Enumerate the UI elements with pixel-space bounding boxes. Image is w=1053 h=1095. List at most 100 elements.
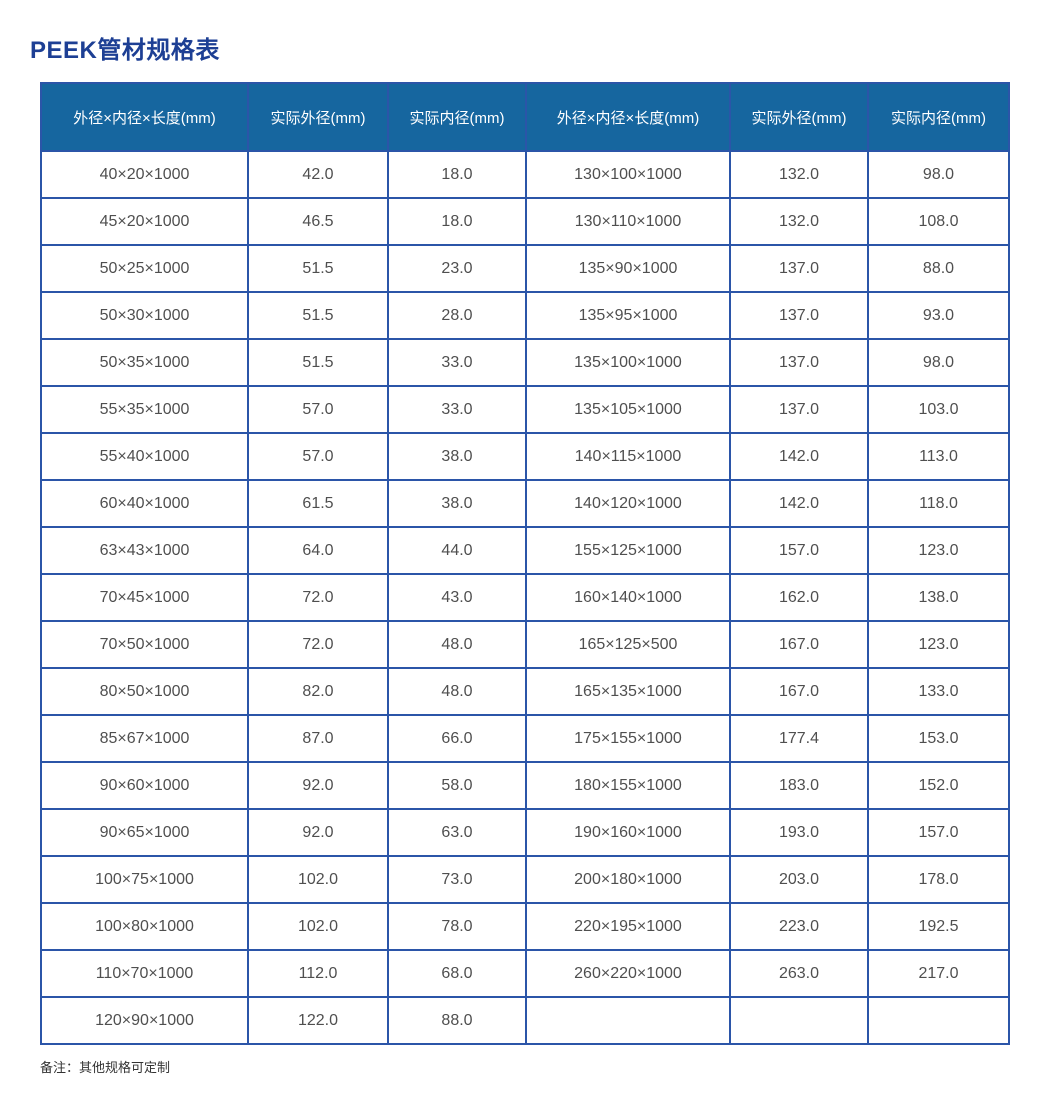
table-cell: 33.0 [387, 338, 527, 387]
table-cell: 190×160×1000 [525, 808, 731, 857]
table-cell: 18.0 [387, 150, 527, 199]
table-row: 50×25×1000 51.5 23.0 135×90×1000 137.0 88.0 [40, 244, 1010, 293]
table-cell: 132.0 [729, 150, 869, 199]
table-cell: 85×67×1000 [40, 714, 249, 763]
table-cell: 90×65×1000 [40, 808, 249, 857]
table-cell: 72.0 [247, 620, 389, 669]
table-cell: 140×115×1000 [525, 432, 731, 481]
table-cell: 88.0 [867, 244, 1010, 293]
table-cell: 110×70×1000 [40, 949, 249, 998]
table-cell: 135×105×1000 [525, 385, 731, 434]
peek-spec-table: 外径×内径×长度(mm) 实际外径(mm) 实际内径(mm) 外径×内径×长度(mm)… [40, 82, 1010, 1045]
table-cell: 165×135×1000 [525, 667, 731, 716]
table-cell: 51.5 [247, 338, 389, 387]
table-cell: 57.0 [247, 432, 389, 481]
table-cell: 157.0 [729, 526, 869, 575]
table-cell: 88.0 [387, 996, 527, 1045]
table-row: 50×35×1000 51.5 33.0 135×100×1000 137.0 98.0 [40, 338, 1010, 387]
table-cell: 203.0 [729, 855, 869, 904]
table-cell: 66.0 [387, 714, 527, 763]
table-row: 55×35×1000 57.0 33.0 135×105×1000 137.0 103.0 [40, 385, 1010, 434]
table-cell: 153.0 [867, 714, 1010, 763]
table-cell: 40×20×1000 [40, 150, 249, 199]
table-cell: 61.5 [247, 479, 389, 528]
table-cell: 93.0 [867, 291, 1010, 340]
table-cell: 44.0 [387, 526, 527, 575]
table-cell [729, 996, 869, 1045]
table-cell: 45×20×1000 [40, 197, 249, 246]
table-cell: 42.0 [247, 150, 389, 199]
table-cell: 102.0 [247, 855, 389, 904]
table-cell: 137.0 [729, 338, 869, 387]
table-cell: 57.0 [247, 385, 389, 434]
table-cell: 142.0 [729, 432, 869, 481]
table-cell: 165×125×500 [525, 620, 731, 669]
table-row: 90×65×1000 92.0 63.0 190×160×1000 193.0 157.0 [40, 808, 1010, 857]
table-cell: 130×110×1000 [525, 197, 731, 246]
table-cell: 123.0 [867, 620, 1010, 669]
table-cell: 152.0 [867, 761, 1010, 810]
table-cell: 43.0 [387, 573, 527, 622]
table-cell: 217.0 [867, 949, 1010, 998]
table-cell: 90×60×1000 [40, 761, 249, 810]
table-cell: 155×125×1000 [525, 526, 731, 575]
table-cell: 167.0 [729, 620, 869, 669]
table-cell: 87.0 [247, 714, 389, 763]
column-header-1: 外径×内径×长度(mm) [40, 82, 249, 152]
table-header-row: 外径×内径×长度(mm) 实际外径(mm) 实际内径(mm) 外径×内径×长度(mm)… [40, 82, 1010, 152]
table-cell: 58.0 [387, 761, 527, 810]
table-cell: 48.0 [387, 620, 527, 669]
table-row: 55×40×1000 57.0 38.0 140×115×1000 142.0 113.0 [40, 432, 1010, 481]
table-cell: 100×80×1000 [40, 902, 249, 951]
table-cell: 38.0 [387, 479, 527, 528]
table-cell: 50×35×1000 [40, 338, 249, 387]
page-title: PEEK管材规格表 [30, 37, 220, 64]
table-cell: 33.0 [387, 385, 527, 434]
table-cell: 51.5 [247, 244, 389, 293]
table-cell: 64.0 [247, 526, 389, 575]
table-cell: 72.0 [247, 573, 389, 622]
table-cell: 98.0 [867, 150, 1010, 199]
table-cell: 162.0 [729, 573, 869, 622]
table-row: 100×75×1000 102.0 73.0 200×180×1000 203.0 178… [40, 855, 1010, 904]
table-cell: 223.0 [729, 902, 869, 951]
table-cell: 103.0 [867, 385, 1010, 434]
table-cell: 70×50×1000 [40, 620, 249, 669]
table-cell: 130×100×1000 [525, 150, 731, 199]
table-cell: 78.0 [387, 902, 527, 951]
table-row: 90×60×1000 92.0 58.0 180×155×1000 183.0 152.0 [40, 761, 1010, 810]
table-cell: 73.0 [387, 855, 527, 904]
table-cell: 178.0 [867, 855, 1010, 904]
table-cell: 92.0 [247, 808, 389, 857]
table-cell: 55×35×1000 [40, 385, 249, 434]
table-cell: 180×155×1000 [525, 761, 731, 810]
table-cell: 60×40×1000 [40, 479, 249, 528]
table-row: 70×50×1000 72.0 48.0 165×125×500 167.0 123.0 [40, 620, 1010, 669]
table-cell: 132.0 [729, 197, 869, 246]
table-cell: 135×95×1000 [525, 291, 731, 340]
table-cell: 50×30×1000 [40, 291, 249, 340]
table-cell: 68.0 [387, 949, 527, 998]
table-cell: 100×75×1000 [40, 855, 249, 904]
table-cell [525, 996, 731, 1045]
table-cell: 92.0 [247, 761, 389, 810]
table-cell: 63×43×1000 [40, 526, 249, 575]
table-cell: 175×155×1000 [525, 714, 731, 763]
column-header-3: 实际内径(mm) [387, 82, 527, 152]
table-cell: 108.0 [867, 197, 1010, 246]
table-cell: 113.0 [867, 432, 1010, 481]
column-header-2: 实际外径(mm) [247, 82, 389, 152]
table-cell: 137.0 [729, 291, 869, 340]
table-cell: 135×90×1000 [525, 244, 731, 293]
table-cell: 63.0 [387, 808, 527, 857]
table-cell: 263.0 [729, 949, 869, 998]
table-cell: 122.0 [247, 996, 389, 1045]
table-cell: 82.0 [247, 667, 389, 716]
table-row: 50×30×1000 51.5 28.0 135×95×1000 137.0 93.0 [40, 291, 1010, 340]
table-body: 40×20×1000 42.0 18.0 130×100×1000 132.0 98.0 4… [40, 150, 1010, 1045]
table-cell: 112.0 [247, 949, 389, 998]
table-row: 40×20×1000 42.0 18.0 130×100×1000 132.0 98.0 [40, 150, 1010, 199]
table-cell: 137.0 [729, 385, 869, 434]
table-row: 45×20×1000 46.5 18.0 130×110×1000 132.0 108.0 [40, 197, 1010, 246]
